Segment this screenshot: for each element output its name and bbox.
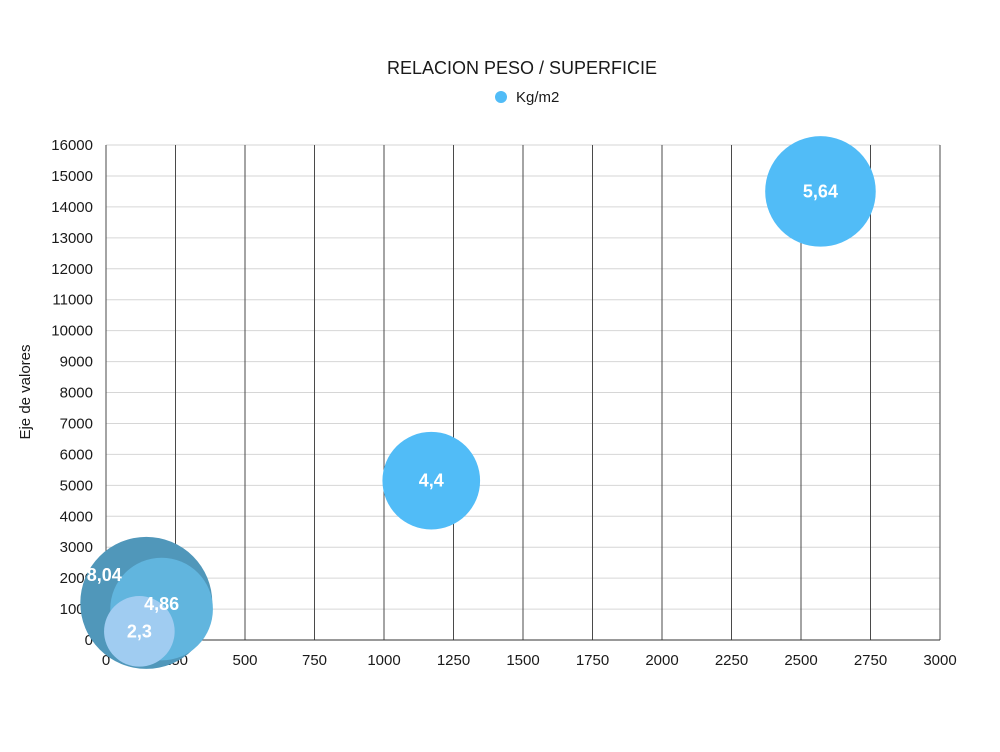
x-tick-label: 750 bbox=[302, 652, 327, 669]
bubble-label: 4,4 bbox=[419, 471, 444, 491]
x-tick-label: 0 bbox=[102, 652, 110, 669]
bubble-label: 8,04 bbox=[87, 565, 122, 585]
y-tick-label: 8000 bbox=[60, 385, 93, 402]
bubble bbox=[104, 596, 175, 667]
y-tick-label: 7000 bbox=[60, 415, 93, 432]
x-tick-label: 2000 bbox=[645, 652, 678, 669]
x-tick-label: 2500 bbox=[784, 652, 817, 669]
y-tick-label: 13000 bbox=[51, 230, 93, 247]
x-tick-label: 3000 bbox=[923, 652, 956, 669]
y-axis-label: Eje de valores bbox=[17, 344, 34, 439]
y-tick-label: 0 bbox=[85, 632, 93, 649]
y-tick-label: 4000 bbox=[60, 508, 93, 525]
y-tick-label: 9000 bbox=[60, 354, 93, 371]
y-tick-label: 15000 bbox=[51, 168, 93, 185]
bubble-label: 2,3 bbox=[127, 621, 152, 641]
x-tick-label: 1000 bbox=[367, 652, 400, 669]
x-tick-label: 2750 bbox=[854, 652, 887, 669]
y-tick-label: 14000 bbox=[51, 199, 93, 216]
y-tick-label: 16000 bbox=[51, 137, 93, 154]
y-tick-label: 10000 bbox=[51, 323, 93, 340]
x-tick-label: 2250 bbox=[715, 652, 748, 669]
x-axis-ticks: 0250500750100012501500175020002250250027… bbox=[102, 652, 957, 669]
y-tick-label: 6000 bbox=[60, 446, 93, 463]
bubble-label: 4,86 bbox=[144, 594, 179, 614]
bubble-label: 5,64 bbox=[803, 181, 838, 201]
y-tick-label: 12000 bbox=[51, 261, 93, 278]
legend: Kg/m2 bbox=[495, 89, 559, 106]
legend-marker bbox=[495, 91, 507, 103]
bubbles: 8,04 4,86 2,3 4,4 5,64 bbox=[80, 136, 876, 669]
bubble bbox=[382, 431, 481, 530]
x-tick-label: 1250 bbox=[437, 652, 470, 669]
x-tick-label: 1500 bbox=[506, 652, 539, 669]
x-tick-label: 500 bbox=[232, 652, 257, 669]
y-tick-label: 11000 bbox=[52, 292, 93, 309]
x-tick-label: 1750 bbox=[576, 652, 609, 669]
y-tick-label: 3000 bbox=[60, 539, 93, 556]
bubble bbox=[765, 136, 876, 247]
chart-title: RELACION PESO / SUPERFICIE bbox=[387, 58, 657, 78]
y-tick-label: 5000 bbox=[60, 477, 93, 494]
legend-label: Kg/m2 bbox=[516, 89, 559, 106]
y-axis-ticks: 0100020003000400050006000700080009000100… bbox=[51, 137, 93, 649]
